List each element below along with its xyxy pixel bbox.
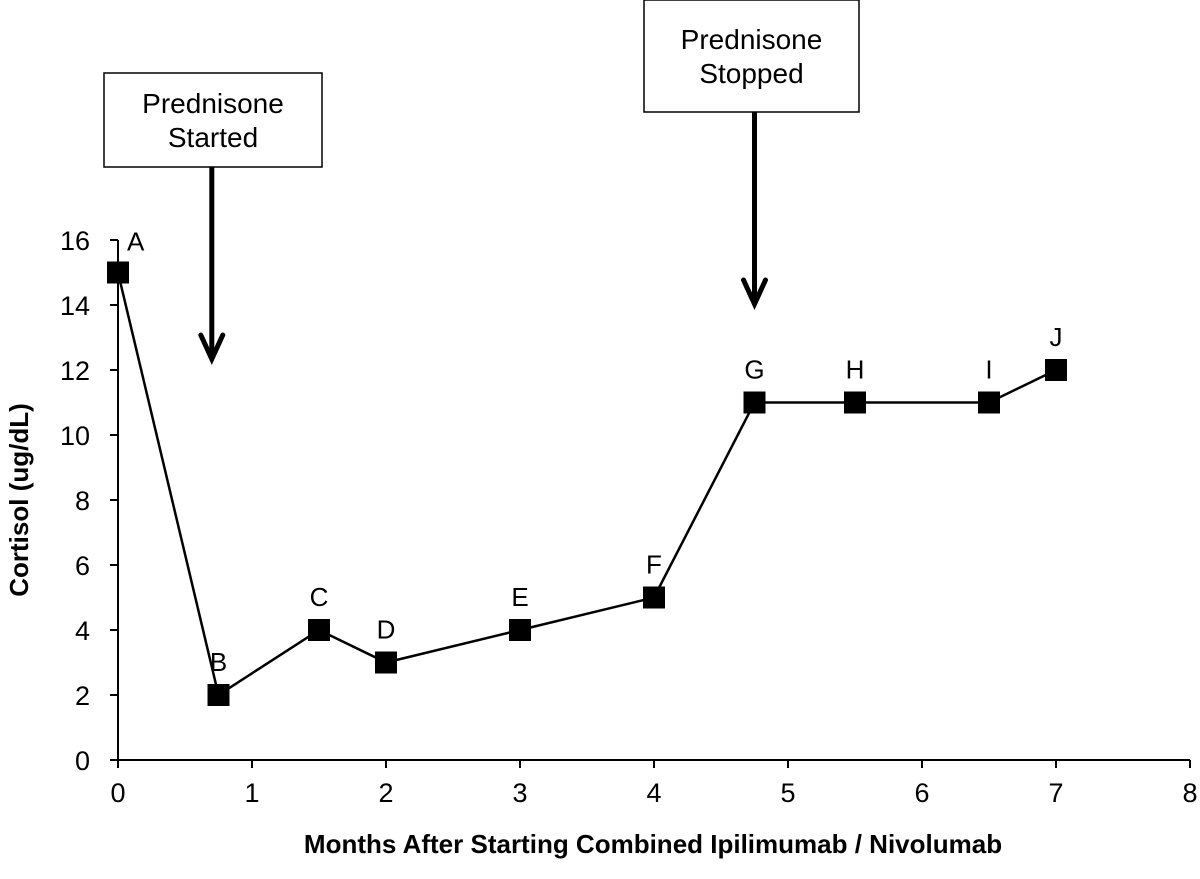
- y-tick-label: 16: [60, 226, 90, 256]
- series-layer: A B C D E F G H I J: [107, 227, 1067, 706]
- data-point-label: C: [310, 582, 329, 612]
- annotation-text: Prednisone: [142, 88, 284, 119]
- data-point-marker: [1045, 359, 1067, 381]
- data-point-label: G: [744, 355, 764, 385]
- data-point-label: J: [1050, 322, 1063, 352]
- x-axis-title: Months After Starting Combined Ipilimuma…: [304, 829, 1002, 859]
- data-point-marker: [743, 391, 766, 414]
- data-point-marker: [207, 684, 230, 706]
- data-point-marker: [375, 651, 397, 674]
- x-tick-label: 5: [780, 778, 795, 808]
- annotation-text: Prednisone: [681, 24, 823, 55]
- axes-layer: [117, 240, 1190, 761]
- y-axis-title: Cortisol (ug/dL): [4, 403, 34, 597]
- annotation-arrow-head: [198, 332, 226, 366]
- y-tick-label: 12: [60, 356, 90, 386]
- data-point-marker: [643, 586, 665, 609]
- y-tick-label: 4: [75, 616, 90, 646]
- x-tick-label: 0: [110, 778, 125, 808]
- data-point-label: D: [377, 615, 396, 645]
- y-tick-label: 0: [75, 746, 90, 776]
- data-point-marker: [107, 261, 129, 284]
- x-tick-label: 8: [1182, 778, 1197, 808]
- data-point-marker: [978, 391, 1000, 414]
- y-tick-label: 2: [75, 681, 90, 711]
- data-point-label: B: [210, 647, 227, 677]
- series-line: [116, 272, 1057, 698]
- y-tick-label: 14: [60, 291, 90, 321]
- annotation-box: [103, 72, 323, 168]
- annotation-box: [643, 0, 860, 113]
- data-point-marker: [308, 619, 330, 641]
- data-point-label: F: [646, 550, 662, 580]
- annotation-text: Started: [168, 122, 258, 153]
- x-tick-label: 2: [378, 778, 393, 808]
- data-point-label: H: [846, 355, 865, 385]
- x-tick-label: 1: [244, 778, 259, 808]
- x-tick-label: 6: [914, 778, 929, 808]
- x-tick-label: 3: [512, 778, 527, 808]
- x-tick-label: 7: [1048, 778, 1063, 808]
- y-tick-label: 10: [60, 421, 90, 451]
- annotation-text: Stopped: [699, 58, 803, 89]
- y-tick-label: 6: [75, 551, 90, 581]
- data-point-label: I: [985, 355, 992, 385]
- data-point-label: E: [511, 582, 528, 612]
- data-point-label: A: [127, 227, 145, 257]
- x-tick-label: 4: [646, 778, 661, 808]
- data-point-marker: [509, 619, 531, 641]
- data-point-marker: [844, 391, 866, 414]
- annotation-arrow-head: [741, 277, 768, 311]
- y-tick-label: 8: [75, 486, 90, 516]
